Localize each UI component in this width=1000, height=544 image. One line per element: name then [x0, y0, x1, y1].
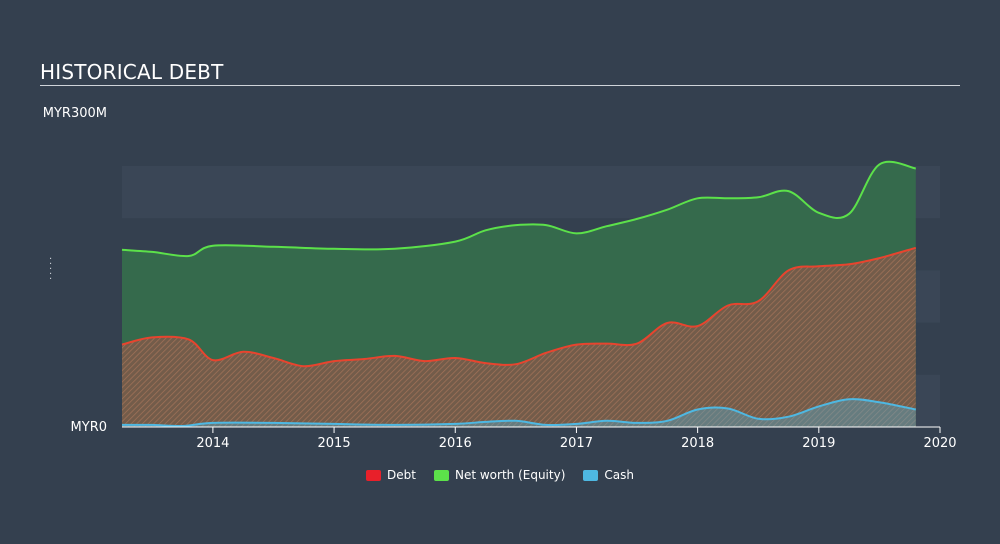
legend-swatch-cash: [583, 469, 599, 481]
x-tick-label: 2016: [439, 436, 472, 451]
area-debt: [122, 247, 916, 427]
area-cash: [122, 399, 916, 427]
y-axis-ellipsis: · · · · ·: [49, 254, 53, 285]
line-equity: [121, 160, 917, 258]
legend-swatch-debt: [366, 469, 382, 481]
legend-item-equity[interactable]: Net worth (Equity): [433, 468, 566, 482]
x-tick-label: 2017: [560, 436, 593, 451]
legend-swatch-equity: [433, 469, 449, 481]
legend-item-debt[interactable]: Debt: [366, 468, 416, 482]
title-divider: [40, 85, 960, 86]
plot-band: [122, 166, 940, 219]
x-tick-label: 2019: [802, 436, 835, 451]
y-axis-top-label: MYR300M: [42, 106, 107, 121]
line-cash: [121, 398, 916, 428]
legend-item-cash[interactable]: Cash: [583, 468, 634, 482]
x-tick-label: 2018: [681, 436, 714, 451]
x-tick-label: 2014: [196, 436, 229, 451]
y-axis-bottom-label: MYR0: [70, 420, 107, 435]
x-tick-label: 2015: [318, 436, 351, 451]
chart-legend: Debt Net worth (Equity) Cash: [0, 468, 1000, 482]
legend-label-equity: Net worth (Equity): [454, 468, 566, 482]
x-tick-label: 2020: [923, 436, 956, 451]
line-debt: [121, 246, 917, 368]
legend-label-debt: Debt: [387, 468, 416, 482]
chart-title: HISTORICAL DEBT: [40, 60, 224, 84]
legend-label-cash: Cash: [604, 468, 634, 482]
